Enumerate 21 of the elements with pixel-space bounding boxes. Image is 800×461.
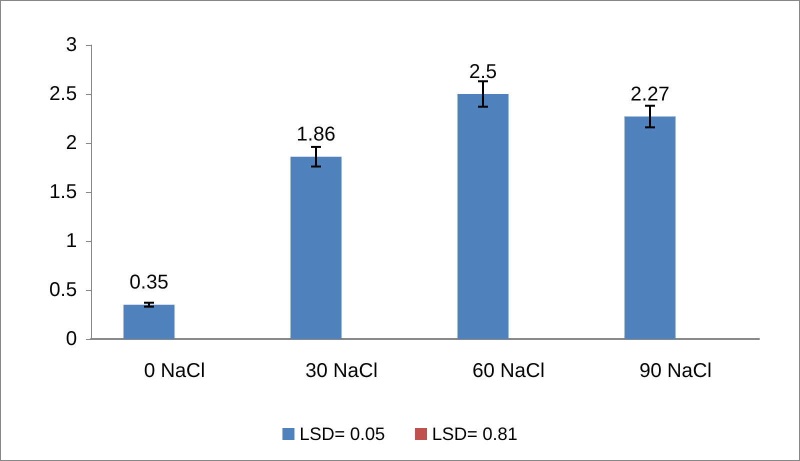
y-tick-label: 1.5 [49, 181, 77, 203]
x-tick-label: 0 NaCl [144, 360, 206, 382]
bar [290, 156, 342, 339]
legend-label: LSD= 0.81 [432, 424, 518, 444]
y-tick-label: 2.5 [49, 83, 77, 105]
y-tick-label: 3 [66, 34, 77, 56]
data-label: 2.27 [630, 84, 670, 106]
legend-label: LSD= 0.05 [299, 424, 385, 444]
y-tick-label: 1 [66, 230, 77, 252]
data-label: 2.5 [469, 61, 497, 83]
y-tick-label: 0 [66, 328, 77, 350]
bar [458, 94, 508, 339]
bar [124, 304, 174, 339]
x-tick-label: 60 NaCl [472, 360, 545, 382]
y-tick-label: 0.5 [49, 279, 77, 301]
bar [624, 116, 676, 339]
x-tick-label: 30 NaCl [305, 360, 378, 382]
x-tick-label: 90 NaCl [639, 360, 712, 382]
data-label: 1.86 [296, 124, 336, 146]
data-label: 0.35 [130, 272, 168, 294]
y-tick-label: 2 [66, 132, 77, 154]
